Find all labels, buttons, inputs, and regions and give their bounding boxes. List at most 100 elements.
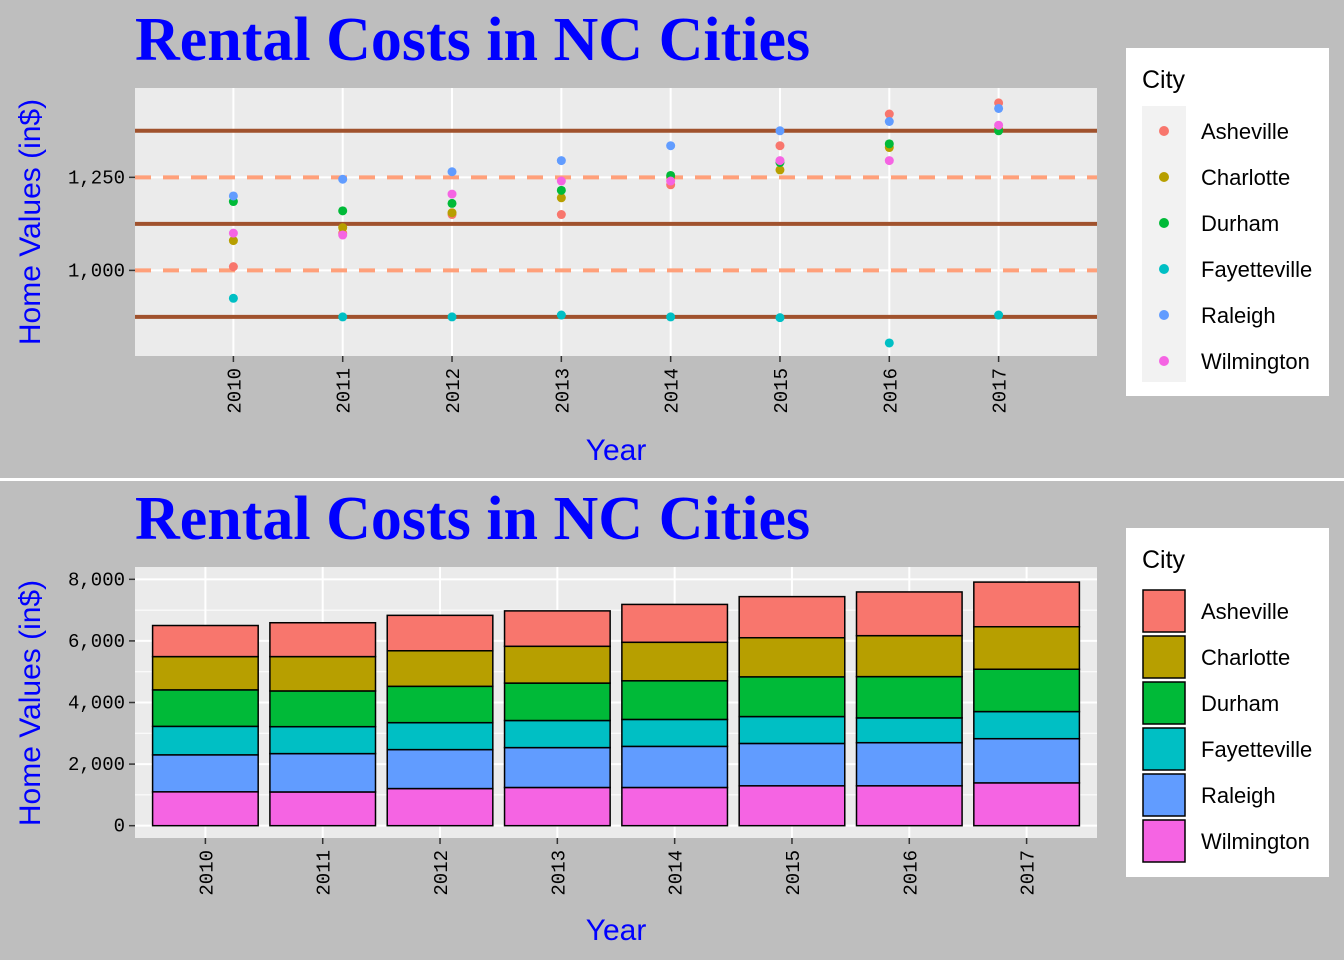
bar-segment-raleigh <box>973 737 1081 784</box>
x-tick-label: 2014 <box>662 368 684 414</box>
legend-key-fayetteville <box>1159 264 1169 274</box>
y-tick-label: 0 <box>114 816 125 838</box>
data-point-raleigh <box>228 191 238 201</box>
stacked-bar-chart: Rental Costs in NC Cities 0 2,000 4,000 6,0… <box>14 485 1329 947</box>
legend-key-charlotte <box>1142 635 1186 679</box>
legend-items: Asheville Charlotte Durham Fayetteville Rale… <box>1159 119 1312 374</box>
legend-label: Charlotte <box>1201 645 1290 670</box>
bar-segment-durham <box>855 675 963 719</box>
legend-label: Charlotte <box>1201 165 1290 190</box>
bar-segment-asheville <box>738 595 846 639</box>
bar-segment-raleigh <box>151 754 259 793</box>
y-axis: 1,000 1,250 <box>68 167 135 282</box>
bar-segment-fayetteville <box>151 725 259 756</box>
bar-segment-asheville <box>151 624 259 658</box>
data-point-durham <box>556 185 566 195</box>
legend-key-fayetteville <box>1142 727 1186 771</box>
x-tick-label: 2013 <box>552 368 574 414</box>
y-tick-label: 6,000 <box>68 631 125 653</box>
data-point-fayetteville <box>556 310 566 320</box>
legend-label: Fayetteville <box>1201 737 1312 762</box>
bar-segment-raleigh <box>855 741 963 787</box>
data-point-durham <box>338 206 348 216</box>
y-tick-label: 1,000 <box>68 260 125 282</box>
data-point-fayetteville <box>666 312 676 322</box>
bar-segment-raleigh <box>621 745 729 789</box>
bar-segment-raleigh <box>503 746 611 789</box>
x-tick-label: 2012 <box>443 368 465 414</box>
x-tick-label: 2010 <box>196 850 218 896</box>
data-point-wilmington <box>666 176 676 186</box>
legend: City Asheville Charlotte Durham Fayettevill… <box>1126 528 1329 877</box>
data-point-fayetteville <box>994 310 1004 320</box>
y-axis: 0 2,000 4,000 6,000 8,000 <box>68 569 135 838</box>
panel-separator <box>0 478 1344 481</box>
bar-segment-durham <box>503 682 611 722</box>
bar-segment-wilmington <box>386 787 494 827</box>
legend-label: Durham <box>1201 211 1279 236</box>
legend-key-wilmington <box>1142 819 1186 863</box>
legend-label: Wilmington <box>1201 349 1310 374</box>
data-point-asheville <box>884 109 894 119</box>
bar-segment-asheville <box>855 591 963 637</box>
legend-label: Raleigh <box>1201 783 1276 808</box>
data-point-charlotte <box>775 165 785 175</box>
data-point-raleigh <box>884 117 894 126</box>
bar-segment-wilmington <box>151 791 259 827</box>
x-tick-label: 2013 <box>548 850 570 896</box>
data-point-fayetteville <box>884 338 894 348</box>
bar-segment-raleigh <box>738 742 846 787</box>
bar-segment-asheville <box>503 610 611 648</box>
data-point-wilmington <box>556 176 566 186</box>
data-point-raleigh <box>338 174 348 184</box>
bar-segment-fayetteville <box>738 715 846 745</box>
legend-items: Asheville Charlotte Durham Fayetteville Rale… <box>1142 589 1312 863</box>
chart-title: Rental Costs in NC Cities <box>135 6 810 74</box>
data-point-raleigh <box>447 167 457 177</box>
data-point-charlotte <box>447 208 457 218</box>
bar-segment-charlotte <box>621 641 729 682</box>
x-tick-label: 2010 <box>224 368 246 414</box>
legend-label: Asheville <box>1201 599 1289 624</box>
data-point-asheville <box>556 210 566 220</box>
reference-lines <box>135 128 1097 319</box>
bar-segment-fayetteville <box>973 710 1081 740</box>
legend-key-wilmington <box>1159 356 1169 366</box>
x-axis: 2010 2011 2012 2013 2014 2015 2016 2017 <box>196 838 1040 896</box>
x-tick-label: 2015 <box>783 850 805 896</box>
x-axis-title: Year <box>586 434 647 467</box>
bar-segment-durham <box>269 690 377 728</box>
data-point-fayetteville <box>775 313 785 323</box>
legend-key-asheville <box>1142 589 1186 633</box>
data-point-wilmington <box>338 230 348 240</box>
data-point-charlotte <box>556 193 566 203</box>
x-tick-label: 2017 <box>990 368 1012 414</box>
bar-segment-charlotte <box>738 636 846 678</box>
data-point-wilmington <box>994 120 1004 130</box>
data-point-charlotte <box>228 236 238 246</box>
data-point-durham <box>447 198 457 208</box>
data-point-fayetteville <box>338 312 348 322</box>
chart-title: Rental Costs in NC Cities <box>135 485 810 553</box>
data-point-wilmington <box>884 156 894 166</box>
legend: City Asheville Charlotte Durham Fayettevill… <box>1126 48 1329 396</box>
legend-key-background <box>1142 106 1186 382</box>
bar-segment-fayetteville <box>621 718 729 748</box>
x-tick-label: 2011 <box>314 850 336 896</box>
legend-label: Wilmington <box>1201 829 1310 854</box>
x-tick-label: 2012 <box>431 850 453 896</box>
scatter-chart: Rental Costs in NC Cities 1,000 1,250 201… <box>14 6 1329 467</box>
data-point-raleigh <box>556 156 566 166</box>
scatter-chart-panel: Rental Costs in NC Cities 1,000 1,250 201… <box>0 0 1344 478</box>
legend-key-durham <box>1159 218 1169 228</box>
x-tick-label: 2014 <box>666 850 688 896</box>
data-point-fayetteville <box>228 293 238 303</box>
bar-segment-wilmington <box>973 782 1081 827</box>
bar-segment-charlotte <box>151 655 259 691</box>
legend-title: City <box>1142 66 1186 94</box>
legend-label: Durham <box>1201 691 1279 716</box>
bar-segment-fayetteville <box>269 725 377 755</box>
data-point-fayetteville <box>447 312 457 322</box>
bar-segment-wilmington <box>621 786 729 827</box>
bar-segment-durham <box>386 685 494 724</box>
